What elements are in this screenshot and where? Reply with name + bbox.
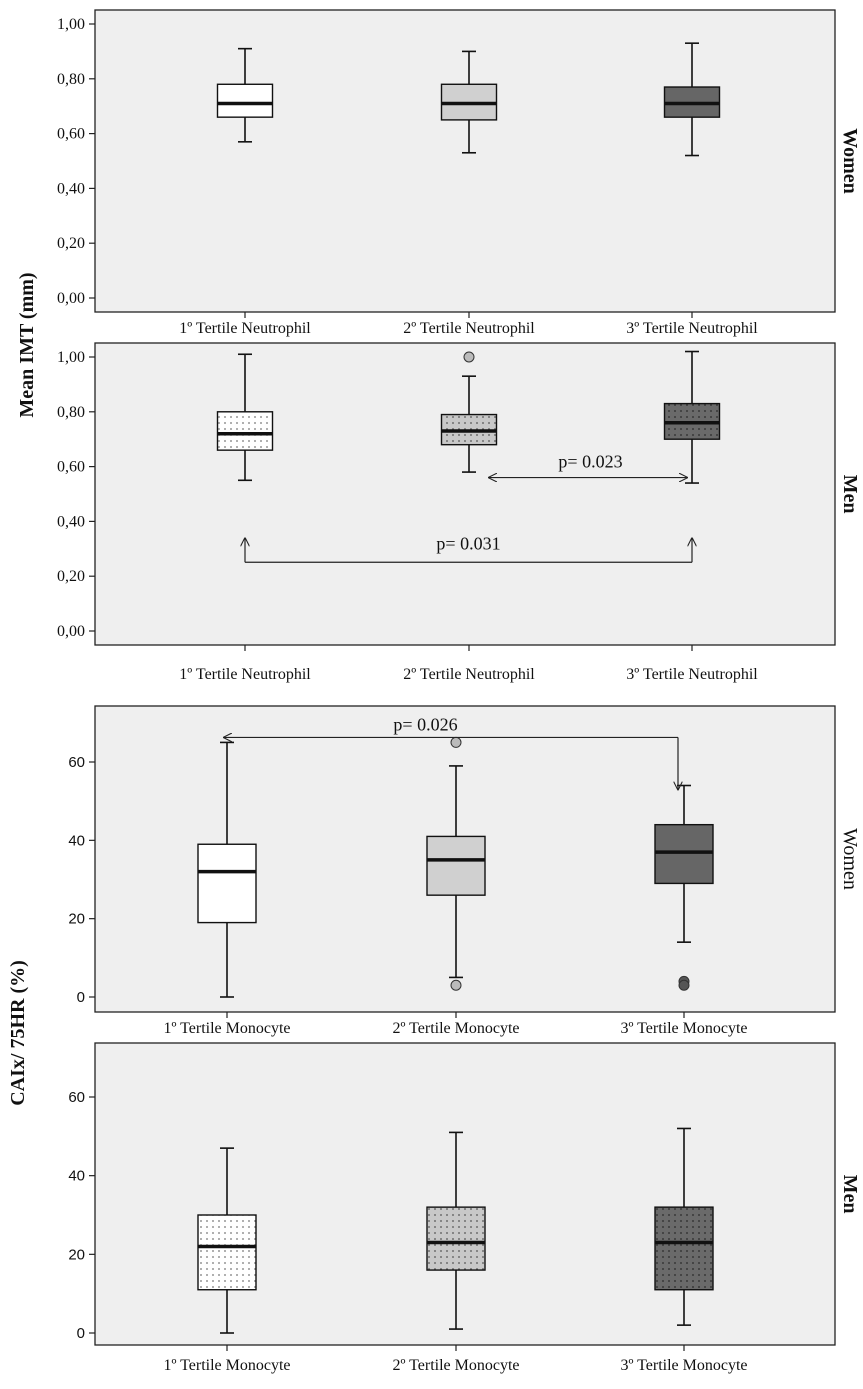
panel-4: 0 20 40 60 1º Tertile Monocyte 2º Tertile Mon… (68, 1042, 861, 1374)
plot-area (94, 1042, 836, 1346)
significance-annotation: p= 0.031 (245, 533, 692, 563)
y-tick-label: 0,40 (57, 180, 85, 197)
y-tick-label: 0,60 (57, 126, 85, 143)
iqr-box (197, 1214, 257, 1291)
panel-2: 0,00 0,20 0,40 0,60 0,80 1,00 1º Tertile Neutr… (57, 342, 861, 683)
p-value-label: p= 0.026 (393, 714, 457, 734)
y-tick-label: 1,00 (57, 16, 85, 33)
iqr-box (654, 823, 714, 885)
plot-area (94, 342, 836, 646)
category-label: 2º Tertile Monocyte (392, 1020, 519, 1037)
y-tick-label: 0,20 (57, 235, 85, 252)
box-2 (440, 351, 498, 473)
box-1 (197, 1147, 257, 1334)
iqr-box (654, 1206, 714, 1291)
panel-label: Men (839, 1175, 861, 1214)
y-tick-label: 0 (77, 989, 85, 1006)
plot-area (94, 9, 836, 313)
category-label: 3º Tertile Neutrophil (626, 666, 758, 683)
significance-annotation: p= 0.023 (489, 452, 687, 478)
y-tick-label: 0,60 (57, 459, 85, 476)
panel-label: Women (839, 128, 861, 194)
box-1 (216, 353, 274, 482)
outlier-point (463, 351, 475, 363)
panel-label: Men (839, 475, 861, 514)
category-label: 2º Tertile Neutrophil (403, 666, 535, 683)
ylabel-imt: Mean IMT (mm) (16, 272, 38, 417)
p-value-label: p= 0.031 (436, 533, 500, 553)
y-tick-label: 0 (77, 1325, 85, 1342)
y-tick-label: 0,80 (57, 404, 85, 421)
panel-label: Women (839, 828, 861, 890)
category-label: 1º Tertile Neutrophil (179, 320, 311, 337)
category-label: 2º Tertile Monocyte (392, 1357, 519, 1374)
significance-annotation: p= 0.026 (224, 714, 678, 789)
box-2 (426, 736, 486, 991)
iqr-box (197, 843, 257, 924)
outlier-point (450, 736, 462, 748)
y-tick-label: 1,00 (57, 349, 85, 366)
y-tick-label: 0,00 (57, 623, 85, 640)
box-3 (654, 1127, 714, 1326)
ylabel-caix: CAIx/ 75HR (%) (7, 960, 29, 1106)
box-1 (216, 47, 274, 143)
iqr-box (426, 1206, 486, 1271)
boxplot-panels: 0,00 0,20 0,40 0,60 0,80 1,00 1º Tertile Neutr… (57, 9, 861, 1374)
category-label: 3º Tertile Monocyte (620, 1020, 747, 1037)
category-label: 3º Tertile Neutrophil (626, 320, 758, 337)
box-3 (654, 784, 714, 991)
iqr-box (216, 83, 274, 118)
category-label: 3º Tertile Monocyte (620, 1357, 747, 1374)
iqr-box (216, 411, 274, 451)
box-1 (197, 741, 257, 998)
category-label: 2º Tertile Neutrophil (403, 320, 535, 337)
y-tick-label: 20 (68, 911, 85, 928)
y-tick-label: 0,40 (57, 513, 85, 530)
category-label: 1º Tertile Monocyte (163, 1020, 290, 1037)
y-tick-label: 40 (68, 1168, 85, 1185)
category-label: 1º Tertile Neutrophil (179, 666, 311, 683)
outlier-point (678, 979, 690, 991)
box-2 (440, 50, 498, 154)
box-3 (663, 350, 721, 484)
y-tick-label: 20 (68, 1246, 85, 1263)
outlier-point (450, 979, 462, 991)
y-tick-label: 0,20 (57, 568, 85, 585)
y-tick-label: 0,80 (57, 71, 85, 88)
box-3 (663, 42, 721, 157)
y-tick-label: 0,00 (57, 290, 85, 307)
y-tick-label: 60 (68, 1089, 85, 1106)
panel-3: 0 20 40 60 1º Tertile Monocyte 2º Tertile Mon… (68, 705, 861, 1037)
y-tick-label: 40 (68, 832, 85, 849)
p-value-label: p= 0.023 (558, 452, 622, 472)
category-label: 1º Tertile Monocyte (163, 1357, 290, 1374)
iqr-box (426, 835, 486, 896)
panel-1: 0,00 0,20 0,40 0,60 0,80 1,00 1º Tertile Neutr… (57, 9, 861, 337)
box-2 (426, 1131, 486, 1330)
y-tick-label: 60 (68, 754, 85, 771)
